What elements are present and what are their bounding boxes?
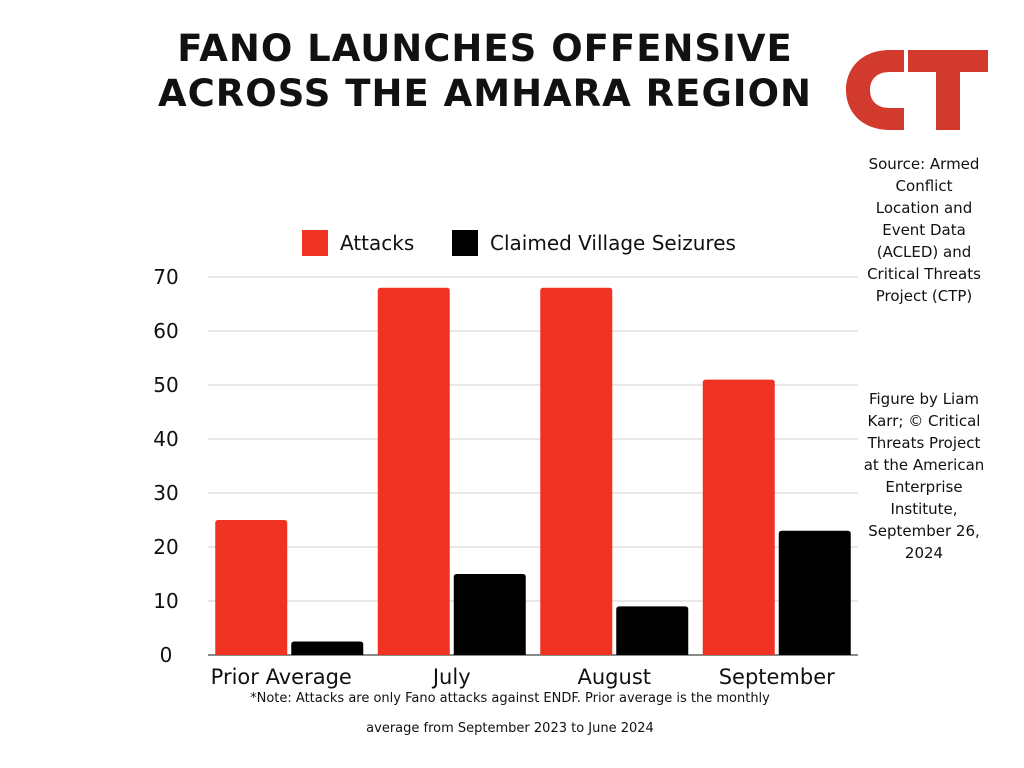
y-tick-label: 50 bbox=[153, 373, 178, 397]
chart-title-line-1: FANO LAUNCHES OFFENSIVE bbox=[177, 27, 793, 70]
y-tick-label: 40 bbox=[153, 427, 178, 451]
y-tick-label: 70 bbox=[153, 265, 178, 289]
legend-swatch bbox=[452, 230, 478, 256]
y-tick-label: 60 bbox=[153, 319, 178, 343]
legend-label: Claimed Village Seizures bbox=[490, 231, 736, 255]
village-seizures-bar-september bbox=[778, 530, 851, 655]
x-category-label: Prior Average bbox=[211, 665, 352, 689]
attacks-bar-august bbox=[540, 287, 613, 655]
ct-logo-t-shape bbox=[908, 50, 988, 130]
village-seizures-bar-prior-average bbox=[291, 641, 364, 655]
y-tick-label: 20 bbox=[153, 535, 178, 559]
source-note: Source: Armed Conflict Location and Even… bbox=[867, 155, 981, 305]
x-category-label: July bbox=[431, 665, 471, 689]
y-axis-ticks: 0 10 20 30 40 50 60 70 bbox=[153, 265, 178, 667]
chart-legend: Attacks Claimed Village Seizures bbox=[302, 230, 736, 256]
chart-title-line-2: ACROSS THE AMHARA REGION bbox=[158, 72, 812, 115]
y-tick-label: 0 bbox=[160, 643, 173, 667]
x-category-label: August bbox=[578, 665, 652, 689]
footnote-line-2: average from September 2023 to June 2024 bbox=[366, 721, 654, 736]
legend-label: Attacks bbox=[340, 231, 414, 255]
chart-bars bbox=[215, 287, 851, 655]
attacks-bar-september bbox=[702, 379, 775, 655]
y-tick-label: 10 bbox=[153, 589, 178, 613]
credit-note: Figure by Liam Karr; © Critical Threats … bbox=[863, 390, 985, 562]
chart-title: FANO LAUNCHES OFFENSIVE ACROSS THE AMHAR… bbox=[140, 26, 830, 116]
village-seizures-bar-august bbox=[616, 606, 689, 655]
ct-logo bbox=[846, 50, 988, 130]
footnote-line-1: *Note: Attacks are only Fano attacks aga… bbox=[250, 691, 770, 706]
ct-logo-c-shape bbox=[846, 50, 904, 130]
village-seizures-bar-july bbox=[453, 574, 526, 655]
attacks-bar-prior-average bbox=[215, 520, 288, 655]
attacks-bar-july bbox=[377, 287, 450, 655]
legend-swatch bbox=[302, 230, 328, 256]
y-tick-label: 30 bbox=[153, 481, 178, 505]
x-category-label: September bbox=[719, 665, 835, 689]
x-axis-categories: Prior Average July August September bbox=[211, 665, 835, 689]
